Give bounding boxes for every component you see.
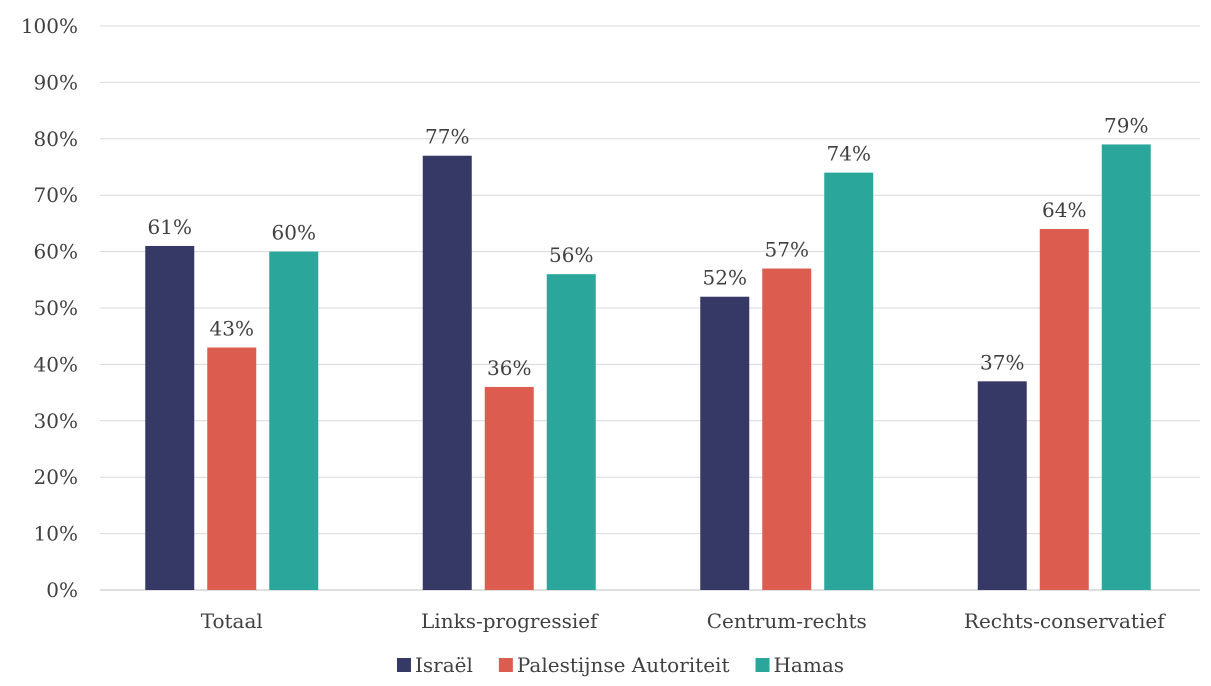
legend-swatch — [396, 658, 411, 672]
category-label: Rechts-conservatief — [964, 609, 1166, 633]
data-labels: 61% 43% 60% 77% 36% 56% 52% 57% 74% 37% 64% 79% — [148, 113, 1149, 380]
y-tick-label: 100% — [21, 14, 78, 38]
bar — [824, 172, 874, 590]
legend-label: Palestijnse Autoriteit — [517, 653, 730, 677]
y-tick-label: 40% — [34, 352, 78, 376]
category-label: Links-progressief — [421, 609, 599, 633]
legend-item: Palestijnse Autoriteit — [498, 653, 730, 677]
legend: Israël Palestijnse Autoriteit Hamas — [396, 653, 844, 677]
bar — [207, 347, 257, 590]
data-label: 43% — [210, 316, 254, 340]
bar — [145, 245, 195, 590]
y-tick-label: 70% — [34, 183, 78, 207]
data-label: 52% — [703, 266, 747, 290]
bar — [269, 251, 319, 590]
gridlines — [100, 25, 1200, 591]
data-label: 61% — [148, 215, 192, 239]
bar — [422, 155, 472, 590]
y-tick-label: 10% — [34, 522, 78, 546]
bar — [546, 274, 596, 590]
legend-item: Hamas — [755, 653, 844, 677]
data-label: 57% — [765, 238, 809, 262]
y-tick-label: 50% — [34, 296, 78, 320]
data-label: 74% — [827, 142, 871, 166]
data-label: 56% — [549, 243, 593, 267]
bar — [1039, 229, 1089, 591]
category-label: Totaal — [201, 609, 263, 633]
data-label: 77% — [425, 125, 469, 149]
y-tick-label: 60% — [34, 240, 78, 264]
y-tick-label: 90% — [34, 70, 78, 94]
data-label: 37% — [980, 350, 1024, 374]
data-label: 64% — [1042, 198, 1086, 222]
legend-label: Israël — [415, 653, 473, 677]
legend-swatch — [498, 658, 513, 672]
y-tick-label: 80% — [34, 127, 78, 151]
y-axis-tick-labels: 0% 10% 20% 30% 40% 50% 60% 70% 80% 90% 100% — [21, 14, 78, 602]
bars — [145, 144, 1151, 591]
legend-label: Hamas — [773, 653, 844, 677]
y-tick-label: 20% — [34, 465, 78, 489]
legend-item: Israël — [396, 653, 473, 677]
bar — [1101, 144, 1151, 590]
x-axis-category-labels: Totaal Links-progressief Centrum-rechts Rec… — [201, 609, 1167, 633]
data-label: 79% — [1104, 113, 1148, 137]
legend-swatch — [755, 658, 770, 672]
y-tick-label: 30% — [34, 409, 78, 433]
bar — [977, 381, 1027, 590]
bar — [484, 386, 534, 590]
y-tick-label: 0% — [46, 578, 78, 602]
bar — [762, 268, 812, 590]
category-label: Centrum-rechts — [707, 609, 867, 633]
bar — [700, 296, 750, 590]
data-label: 60% — [272, 221, 316, 245]
data-label: 36% — [487, 356, 531, 380]
